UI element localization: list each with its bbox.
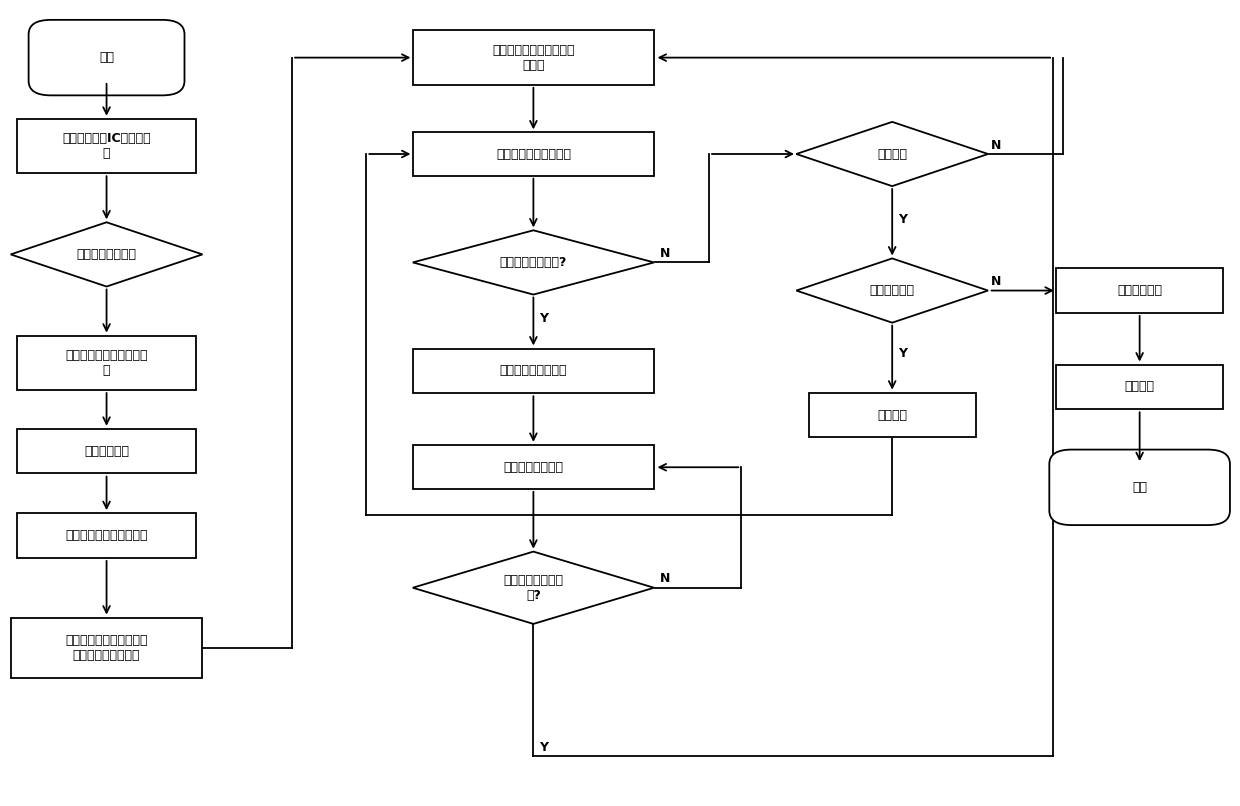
Text: 识别关节点选取臀部颈部
连线定义为脊柱连线: 识别关节点选取臀部颈部 连线定义为脊柱连线 bbox=[66, 634, 148, 662]
FancyBboxPatch shape bbox=[413, 132, 653, 176]
FancyBboxPatch shape bbox=[413, 31, 653, 85]
Text: 受测学生插入IC卡确认身
份: 受测学生插入IC卡确认身 份 bbox=[62, 132, 151, 160]
Polygon shape bbox=[11, 222, 202, 286]
Text: 系统开始计时: 系统开始计时 bbox=[84, 445, 129, 458]
Text: 定义脊柱连线与测试垫存
在夹角: 定义脊柱连线与测试垫存 在夹角 bbox=[492, 44, 574, 72]
Text: 受测者准备，语音提示开
始: 受测者准备，语音提示开 始 bbox=[66, 349, 148, 377]
Text: 将该帧定义为初始帧: 将该帧定义为初始帧 bbox=[500, 364, 567, 377]
Text: 摄像头连续拍摄待测区域: 摄像头连续拍摄待测区域 bbox=[66, 529, 148, 542]
FancyBboxPatch shape bbox=[808, 393, 976, 437]
Polygon shape bbox=[413, 551, 653, 624]
FancyBboxPatch shape bbox=[17, 513, 196, 558]
Polygon shape bbox=[413, 231, 653, 294]
Text: Y: Y bbox=[898, 214, 908, 226]
FancyBboxPatch shape bbox=[11, 618, 202, 678]
FancyBboxPatch shape bbox=[17, 118, 196, 173]
Text: 姿态达标: 姿态达标 bbox=[877, 147, 908, 160]
Polygon shape bbox=[796, 122, 988, 186]
FancyBboxPatch shape bbox=[17, 335, 196, 390]
FancyBboxPatch shape bbox=[17, 429, 196, 473]
FancyBboxPatch shape bbox=[1049, 450, 1230, 525]
Text: 达到时间限制: 达到时间限制 bbox=[869, 284, 915, 297]
Text: 语音提示结束: 语音提示结束 bbox=[1117, 284, 1162, 297]
Text: 达到预设卧姿阈值?: 达到预设卧姿阈值? bbox=[500, 256, 567, 269]
FancyBboxPatch shape bbox=[413, 349, 653, 393]
FancyBboxPatch shape bbox=[1056, 268, 1223, 313]
Text: N: N bbox=[991, 139, 1002, 152]
Text: 确认成绩: 确认成绩 bbox=[1125, 380, 1154, 393]
Text: 继续分析后续图像: 继续分析后续图像 bbox=[503, 461, 563, 474]
FancyBboxPatch shape bbox=[1056, 365, 1223, 409]
Polygon shape bbox=[796, 259, 988, 322]
Text: 计数一次: 计数一次 bbox=[877, 409, 908, 422]
Text: Y: Y bbox=[539, 312, 548, 325]
Text: N: N bbox=[660, 572, 670, 585]
FancyBboxPatch shape bbox=[29, 20, 185, 95]
Text: 人脸识别再次确认: 人脸识别再次确认 bbox=[77, 248, 136, 261]
Text: 开始: 开始 bbox=[99, 51, 114, 64]
Text: N: N bbox=[660, 247, 670, 260]
Text: Y: Y bbox=[539, 741, 548, 754]
FancyBboxPatch shape bbox=[413, 445, 653, 489]
Text: Y: Y bbox=[898, 347, 908, 360]
Text: N: N bbox=[991, 275, 1002, 288]
Text: 结束: 结束 bbox=[1132, 481, 1147, 494]
Text: 分析图像计算夹角度数: 分析图像计算夹角度数 bbox=[496, 147, 570, 160]
Text: 角度增大到预设阈
值?: 角度增大到预设阈 值? bbox=[503, 574, 563, 602]
